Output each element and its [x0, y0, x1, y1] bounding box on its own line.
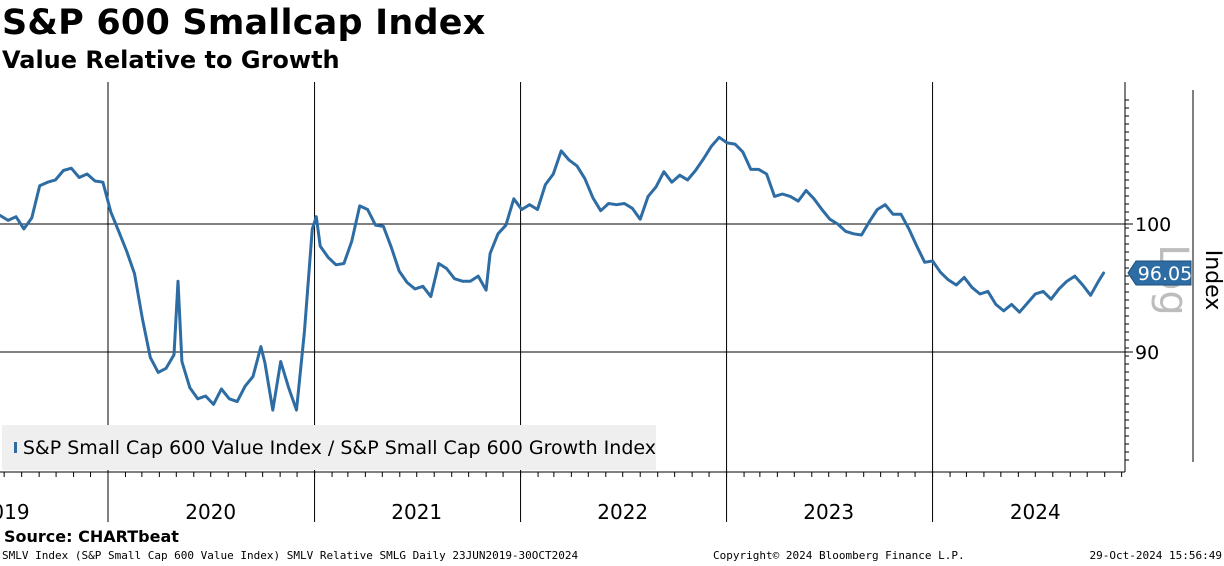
x-tick-label: 2021	[391, 500, 442, 524]
x-tick-label: 2020	[185, 500, 236, 524]
chart-subtitle: Value Relative to Growth	[2, 46, 340, 74]
footer-timestamp: 29-Oct-2024 15:56:49	[1089, 549, 1222, 562]
y-tick-label: 100	[1135, 214, 1171, 236]
source-note: Source: CHARTbeat	[4, 527, 179, 546]
footer-copyright: Copyright© 2024 Bloomberg Finance L.P.	[713, 549, 965, 562]
x-tick-label: 2022	[597, 500, 648, 524]
legend-label: S&P Small Cap 600 Value Index / S&P Smal…	[22, 436, 656, 459]
x-tick-label: 2023	[803, 500, 854, 524]
series-line	[0, 135, 1106, 412]
chart-title: S&P 600 Smallcap Index	[2, 3, 486, 43]
x-tick-label: 2024	[1010, 500, 1061, 524]
footer-ticker-info: SMLV Index (S&P Small Cap 600 Value Inde…	[2, 549, 579, 562]
last-value-tag	[1127, 260, 1192, 286]
axis-layer: 90100LogIndex20192020202120222023202496.…	[0, 82, 1224, 524]
legend-swatch	[14, 442, 17, 453]
x-tick-label: 2019	[0, 500, 30, 524]
last-value-label: 96.05	[1138, 263, 1192, 285]
series-layer	[0, 135, 1106, 412]
y-axis-title: Index	[1200, 250, 1224, 311]
y-tick-label: 90	[1135, 342, 1159, 364]
legend: S&P Small Cap 600 Value Index / S&P Smal…	[2, 425, 656, 470]
